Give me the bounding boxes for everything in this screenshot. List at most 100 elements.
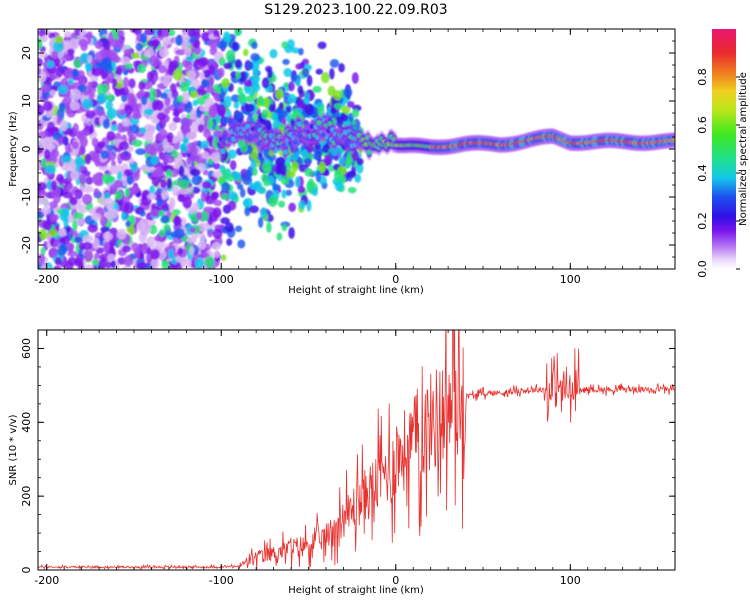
spectrogram-cell: [59, 120, 68, 132]
spectrogram-cell: [287, 93, 297, 104]
spectrogram-cell: [295, 79, 301, 87]
spectrogram-cell: [258, 95, 264, 106]
spectrogram-cell: [304, 103, 315, 116]
spectrogram-cell: [61, 207, 70, 219]
spectrogram-cell: [50, 149, 60, 158]
spectrogram-cell: [124, 168, 134, 177]
spectrogram-cell: [83, 249, 94, 262]
spectrogram-cell: [298, 47, 304, 56]
spectrogram-cell: [221, 78, 231, 89]
spectrogram-cell: [128, 78, 136, 89]
spectrogram-cell: [72, 123, 79, 134]
spectrogram-cell: [278, 200, 286, 208]
spectrogram-cell: [200, 211, 209, 222]
spectrogram-cell: [234, 18, 243, 24]
spectrogram-cell: [105, 261, 113, 269]
spectrogram-cell: [320, 72, 330, 84]
spectrogram-cell: [121, 117, 131, 127]
spectrogram-cell: [185, 257, 192, 268]
spectrogram-cell: [204, 256, 215, 268]
spectrogram-cell: [220, 193, 229, 201]
spectrogram-cell: [312, 152, 321, 160]
spectrogram-cell: [150, 155, 159, 166]
spectrogram-cell: [43, 200, 51, 208]
spectrogram-cell: [298, 200, 306, 210]
spectrogram-cell: [172, 135, 179, 144]
spectrogram-cell: [40, 83, 51, 93]
spectrogram-cell: [250, 53, 260, 62]
spectrogram-cell: [149, 185, 156, 196]
spectrogram-cell: [296, 121, 302, 127]
spectrogram-cell: [85, 176, 93, 185]
spectrogram-cell: [320, 132, 326, 138]
spectrogram-cell: [74, 236, 83, 243]
spectrogram-cell: [110, 124, 118, 132]
spectrogram-cell: [261, 109, 269, 120]
spectrogram-cell: [237, 239, 246, 249]
spectrogram-cell: [261, 173, 268, 183]
spectrogram-cell: [208, 104, 218, 115]
spectrogram-cell: [131, 139, 143, 147]
spectrogram-cell: [69, 196, 78, 206]
spectrogram-cell: [282, 149, 288, 155]
spectrogram-cell: [71, 69, 80, 78]
spectrogram-cell: [220, 217, 230, 225]
spectrogram-cell: [43, 149, 51, 160]
spectrogram-cell: [195, 211, 203, 220]
spectrogram-cell: [70, 189, 76, 196]
spectrogram-cell: [199, 232, 206, 243]
spectrogram-cell: [200, 190, 207, 203]
spectrogram-cell: [189, 168, 201, 177]
spectrogram-cell: [42, 220, 52, 231]
spectrogram-cell: [168, 263, 177, 269]
spectrogram-cell: [116, 66, 123, 76]
spectrogram-cell: [354, 173, 362, 183]
spectrogram-cell: [103, 40, 111, 51]
spectrogram-cell: [150, 249, 160, 260]
spectrogram-cell: [160, 179, 167, 189]
spectrogram-cell: [172, 110, 180, 117]
spectrogram-cell: [114, 190, 123, 201]
spectrogram-cell: [189, 246, 195, 256]
spectrogram-cell: [62, 191, 74, 199]
spectrogram-cell: [94, 40, 103, 49]
colorbar: 0.0 0.2 0.4 0.6 0.8 Normalized spectral ampl…: [696, 29, 749, 278]
spectrogram-cell: [212, 207, 222, 218]
spectrogram-cell: [286, 39, 295, 50]
spectrogram-cell: [71, 141, 79, 150]
spectrogram-cell: [295, 63, 303, 70]
spectrogram-cell: [116, 29, 125, 38]
spectrogram-cell: [281, 41, 288, 49]
spectrogram-cell: [244, 95, 255, 103]
spectrogram-cell: [157, 249, 167, 261]
spectrogram-cell: [151, 38, 160, 48]
spectrogram-cell: [77, 261, 85, 269]
spectrogram-cell: [127, 95, 138, 106]
snr-ytick-label: 0: [20, 567, 33, 574]
spectrogram-cell: [111, 208, 118, 219]
spectrogram-cell: [62, 136, 69, 146]
spectrogram-cell: [315, 170, 322, 183]
snr-xlabel: Height of straight line (km): [288, 585, 424, 596]
spectrogram-cell: [92, 237, 100, 250]
spectrogram-cell: [189, 90, 198, 99]
spectrogram-cell: [92, 173, 103, 185]
snr-xtick-label: 0: [392, 574, 399, 587]
colorbar-label: Normalized spectral amplitude: [738, 72, 749, 226]
spectrogram-cell: [160, 189, 169, 200]
spectrogram-cell: [207, 228, 213, 238]
spectrogram-xtick-label: -200: [34, 273, 59, 286]
snr-xtick-label: -200: [34, 574, 59, 587]
spectrogram-cell: [129, 224, 135, 236]
spectrogram-cell: [64, 160, 71, 172]
spectrogram-cell: [182, 196, 193, 209]
spectrogram-cell: [97, 83, 105, 96]
spectrogram-cell: [213, 199, 223, 207]
spectrogram-cell: [316, 120, 322, 126]
figure-title: S129.2023.100.22.09.R03: [264, 2, 447, 18]
spectrogram-cell: [138, 81, 146, 91]
spectrogram-cell: [174, 228, 185, 239]
spectrogram-cell: [181, 117, 193, 128]
spectrogram-cell: [123, 201, 135, 214]
spectrogram-cell: [244, 169, 252, 182]
